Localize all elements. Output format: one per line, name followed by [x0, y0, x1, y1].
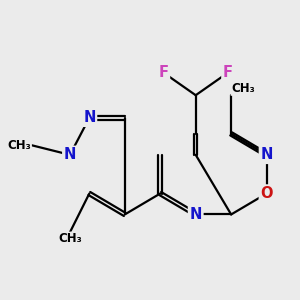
Text: N: N [83, 110, 95, 125]
Text: CH₃: CH₃ [8, 139, 31, 152]
Text: F: F [158, 65, 169, 80]
Text: F: F [223, 65, 233, 80]
Text: N: N [260, 147, 273, 162]
Text: N: N [64, 147, 76, 162]
Text: CH₃: CH₃ [231, 82, 255, 95]
Text: N: N [190, 207, 202, 222]
Text: CH₃: CH₃ [58, 232, 82, 245]
Text: O: O [260, 186, 273, 201]
